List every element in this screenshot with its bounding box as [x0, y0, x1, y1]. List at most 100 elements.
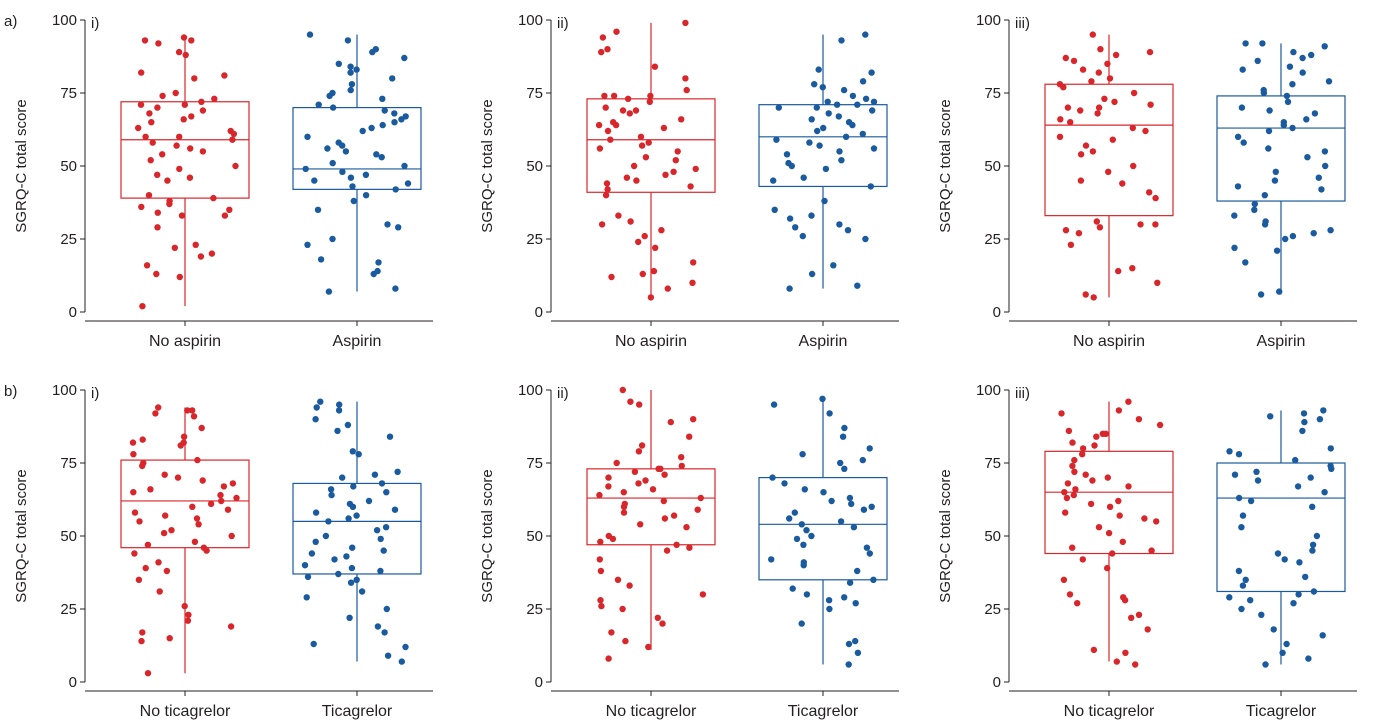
data-point: [1075, 230, 1083, 237]
data-point: [1104, 564, 1111, 572]
data-point: [1057, 116, 1064, 123]
data-point: [619, 605, 626, 613]
chart-panel-1-0: i) SGRQ-C total score 0 25 50 75 100 No ticagre…: [13, 382, 433, 720]
data-point: [613, 459, 620, 467]
data-point: [646, 98, 653, 106]
data-point: [1231, 471, 1239, 478]
data-point: [602, 104, 609, 111]
data-point: [849, 92, 857, 100]
data-point: [199, 107, 207, 114]
data-point: [1279, 649, 1286, 656]
data-point: [1077, 107, 1084, 114]
data-point: [638, 142, 646, 149]
data-point: [841, 594, 848, 601]
data-point: [1094, 110, 1101, 117]
y-axis-title: SGRQ-C total score: [479, 469, 496, 602]
data-point: [180, 116, 187, 123]
data-point: [304, 241, 311, 248]
data-point: [189, 407, 196, 414]
data-point: [147, 486, 154, 493]
y-axis-title: SGRQ-C total score: [937, 99, 954, 232]
data-point: [312, 416, 319, 423]
data-point: [381, 629, 388, 636]
data-point: [642, 477, 649, 484]
data-point: [819, 395, 826, 402]
data-point: [130, 451, 137, 458]
data-point: [870, 145, 878, 152]
data-point: [659, 620, 666, 627]
data-point: [652, 244, 659, 251]
data-point: [1273, 247, 1281, 254]
data-point: [188, 37, 195, 44]
data-point: [154, 209, 161, 216]
data-point: [384, 652, 392, 659]
data-point: [176, 133, 183, 140]
data-point: [191, 538, 199, 545]
data-point: [1089, 477, 1096, 484]
x-category-label: No ticagrelor: [606, 703, 697, 720]
data-point: [334, 427, 341, 435]
data-point: [130, 489, 137, 496]
data-point: [660, 497, 667, 505]
x-category-label: Ticagrelor: [1246, 703, 1317, 720]
data-point: [1309, 503, 1316, 510]
data-point: [604, 127, 612, 135]
data-point: [835, 113, 842, 120]
data-point: [645, 643, 652, 651]
data-point: [662, 171, 669, 178]
data-point: [596, 145, 604, 152]
data-point: [1115, 267, 1122, 275]
data-point: [808, 212, 815, 219]
y-tick-label: 25: [60, 601, 77, 618]
data-point: [344, 37, 352, 44]
data-point: [371, 471, 379, 478]
row-label-a: a): [4, 13, 17, 30]
data-point: [163, 567, 171, 575]
y-tick-label: 100: [52, 382, 77, 399]
data-point: [142, 564, 149, 572]
data-point: [1156, 421, 1164, 429]
data-point: [154, 104, 161, 111]
data-point: [1087, 500, 1095, 508]
data-point: [174, 474, 182, 481]
data-point: [862, 31, 869, 38]
data-point: [596, 556, 603, 563]
box: [1044, 450, 1174, 555]
data-point: [661, 471, 668, 478]
data-point: [850, 524, 858, 531]
data-point: [1234, 183, 1242, 190]
data-point: [1276, 288, 1283, 295]
data-point: [1283, 92, 1291, 100]
data-point: [845, 661, 852, 668]
data-point: [599, 34, 607, 41]
data-point: [161, 471, 168, 478]
data-point: [1090, 646, 1098, 654]
data-point: [1322, 162, 1329, 170]
data-point: [859, 78, 867, 85]
data-point: [1257, 291, 1265, 298]
data-point: [1097, 46, 1104, 53]
data-point: [630, 162, 638, 170]
data-point: [1095, 69, 1103, 76]
data-point: [139, 462, 146, 470]
data-point: [343, 553, 350, 560]
y-tick-label: 50: [984, 528, 1001, 545]
data-point: [208, 250, 216, 257]
data-point: [303, 594, 310, 601]
data-point: [175, 48, 183, 56]
data-point: [217, 491, 224, 499]
x-category-label: Ticagrelor: [788, 703, 859, 720]
data-point: [353, 576, 360, 583]
data-point: [626, 582, 633, 589]
data-point: [155, 40, 162, 47]
data-point: [620, 489, 627, 496]
data-point: [799, 232, 806, 240]
data-point: [1265, 127, 1273, 135]
data-point: [184, 617, 192, 624]
data-point: [686, 433, 693, 440]
data-point: [673, 541, 680, 548]
data-point: [197, 253, 205, 260]
data-point: [1082, 291, 1089, 298]
data-point: [1239, 66, 1246, 73]
